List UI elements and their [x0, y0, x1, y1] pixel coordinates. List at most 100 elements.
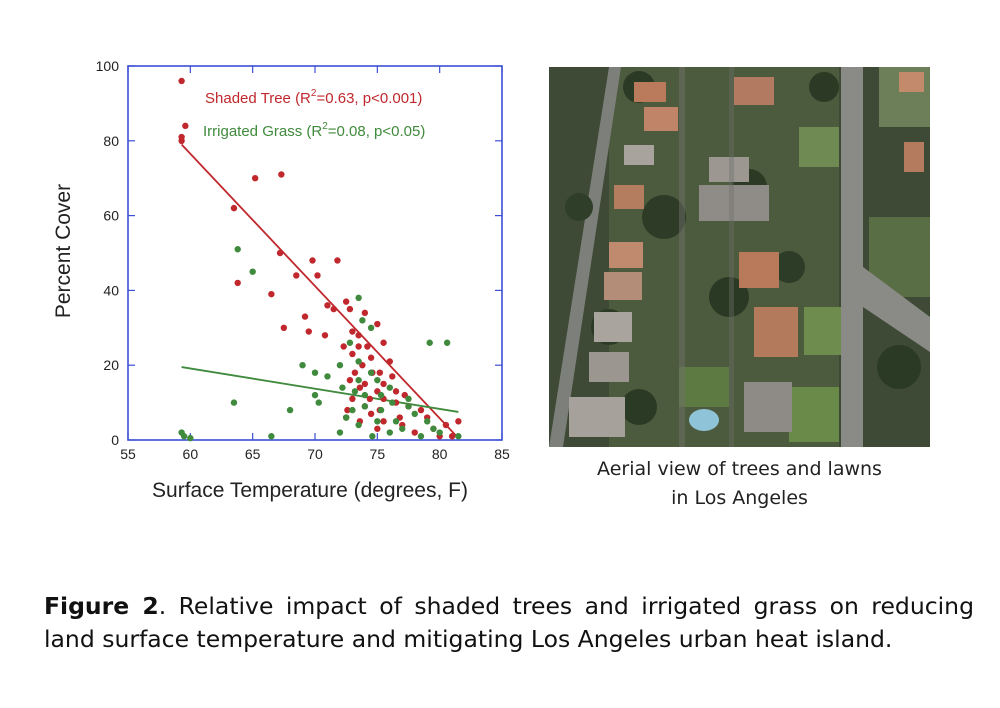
point-shaded-tree: [351, 369, 359, 376]
point-shaded-tree: [417, 406, 425, 414]
point-shaded-tree: [389, 373, 396, 380]
point-irrigated-grass: [249, 268, 256, 275]
point-irrigated-grass: [359, 317, 366, 324]
x-tick-label: 60: [183, 446, 199, 462]
y-tick-label: 80: [103, 133, 119, 149]
data-points: [178, 77, 462, 442]
point-shaded-tree: [340, 343, 347, 350]
point-irrigated-grass: [417, 433, 425, 440]
point-irrigated-grass: [426, 339, 433, 346]
point-irrigated-grass: [377, 391, 385, 399]
point-shaded-tree: [442, 421, 450, 429]
point-irrigated-grass: [424, 418, 431, 425]
point-shaded-tree: [386, 358, 393, 365]
point-shaded-tree: [346, 376, 354, 384]
trend-line-irrigated-grass: [181, 366, 459, 413]
x-tick-label: 70: [307, 446, 323, 462]
point-shaded-tree: [355, 343, 362, 350]
figure-caption-text: . Relative impact of shaded trees and ir…: [44, 592, 974, 653]
point-shaded-tree: [182, 122, 189, 130]
point-irrigated-grass: [367, 324, 375, 331]
point-irrigated-grass: [405, 395, 412, 403]
point-irrigated-grass: [349, 406, 356, 414]
aerial-caption: Aerial view of trees and lawns in Los An…: [549, 455, 930, 513]
point-shaded-tree: [178, 77, 185, 85]
point-shaded-tree: [268, 290, 275, 298]
point-irrigated-grass: [342, 414, 350, 421]
point-shaded-tree: [334, 257, 341, 264]
point-shaded-tree: [380, 380, 387, 388]
point-shaded-tree: [392, 388, 400, 395]
point-shaded-tree: [309, 257, 316, 264]
point-shaded-tree: [361, 309, 369, 317]
point-shaded-tree: [349, 350, 356, 358]
point-shaded-tree: [355, 332, 362, 339]
point-shaded-tree: [349, 328, 356, 335]
point-irrigated-grass: [386, 429, 393, 436]
axis-ticks: 55 60 65 70 75 80 85 0 20 40 60 80 100: [96, 58, 510, 462]
point-shaded-tree: [380, 339, 387, 346]
y-tick-label: 20: [103, 357, 119, 373]
aerial-caption-line-2: in Los Angeles: [671, 487, 808, 509]
point-shaded-tree: [280, 324, 288, 331]
point-irrigated-grass: [443, 339, 451, 346]
point-irrigated-grass: [346, 339, 354, 346]
point-irrigated-grass: [268, 433, 275, 440]
y-tick-label: 40: [103, 282, 119, 298]
point-irrigated-grass: [386, 384, 393, 391]
point-shaded-tree: [448, 433, 456, 440]
point-irrigated-grass: [411, 410, 418, 418]
x-tick-label: 80: [432, 446, 448, 462]
x-tick-label: 65: [245, 446, 261, 462]
point-irrigated-grass: [315, 399, 322, 406]
x-axis-title: Surface Temperature (degrees, F): [152, 479, 468, 502]
y-tick-label: 0: [111, 432, 119, 448]
point-irrigated-grass: [234, 246, 241, 253]
point-shaded-tree: [367, 354, 375, 361]
point-irrigated-grass: [324, 373, 331, 380]
point-shaded-tree: [361, 380, 369, 388]
figure-panels: 55 60 65 70 75 80 85 0 20 40 60 80 100 Shaded Tree (…: [52, 58, 930, 513]
point-irrigated-grass: [351, 388, 359, 395]
legend: Shaded Tree (R2=0.63, p<0.001) Irrigated…: [203, 88, 425, 140]
y-tick-label: 60: [103, 208, 119, 224]
point-shaded-tree: [293, 272, 300, 279]
point-irrigated-grass: [286, 406, 294, 414]
point-irrigated-grass: [399, 425, 406, 432]
point-shaded-tree: [374, 425, 381, 432]
point-irrigated-grass: [389, 399, 396, 406]
point-shaded-tree: [321, 332, 329, 339]
point-shaded-tree: [376, 369, 384, 376]
point-irrigated-grass: [355, 421, 362, 429]
point-irrigated-grass: [455, 433, 462, 440]
x-tick-label: 55: [120, 446, 136, 462]
legend-shaded-tree: Shaded Tree (R2=0.63, p<0.001): [205, 88, 422, 107]
point-shaded-tree: [380, 418, 387, 425]
point-irrigated-grass: [361, 403, 369, 410]
aerial-caption-line-1: Aerial view of trees and lawns: [597, 458, 882, 480]
point-shaded-tree: [305, 328, 312, 335]
point-irrigated-grass: [436, 429, 443, 436]
point-shaded-tree: [344, 406, 351, 414]
point-irrigated-grass: [336, 362, 344, 369]
point-shaded-tree: [314, 272, 321, 279]
trend-line-shaded-tree: [180, 143, 460, 439]
point-shaded-tree: [356, 384, 364, 391]
scatter-chart: 55 60 65 70 75 80 85 0 20 40 60 80 100 Shaded Tree (…: [52, 58, 510, 502]
point-shaded-tree: [342, 298, 350, 305]
trend-lines: [180, 143, 460, 439]
point-shaded-tree: [330, 305, 337, 313]
point-irrigated-grass: [377, 406, 385, 414]
point-irrigated-grass: [369, 433, 376, 440]
point-shaded-tree: [411, 429, 418, 436]
point-shaded-tree: [374, 320, 381, 328]
point-shaded-tree: [251, 175, 259, 182]
point-irrigated-grass: [180, 433, 188, 440]
point-irrigated-grass: [311, 391, 319, 399]
point-shaded-tree: [346, 305, 354, 313]
point-shaded-tree: [301, 313, 309, 320]
y-axis-title: Percent Cover: [52, 184, 75, 318]
point-irrigated-grass: [355, 294, 362, 302]
point-irrigated-grass: [339, 384, 346, 391]
point-irrigated-grass: [405, 403, 412, 410]
